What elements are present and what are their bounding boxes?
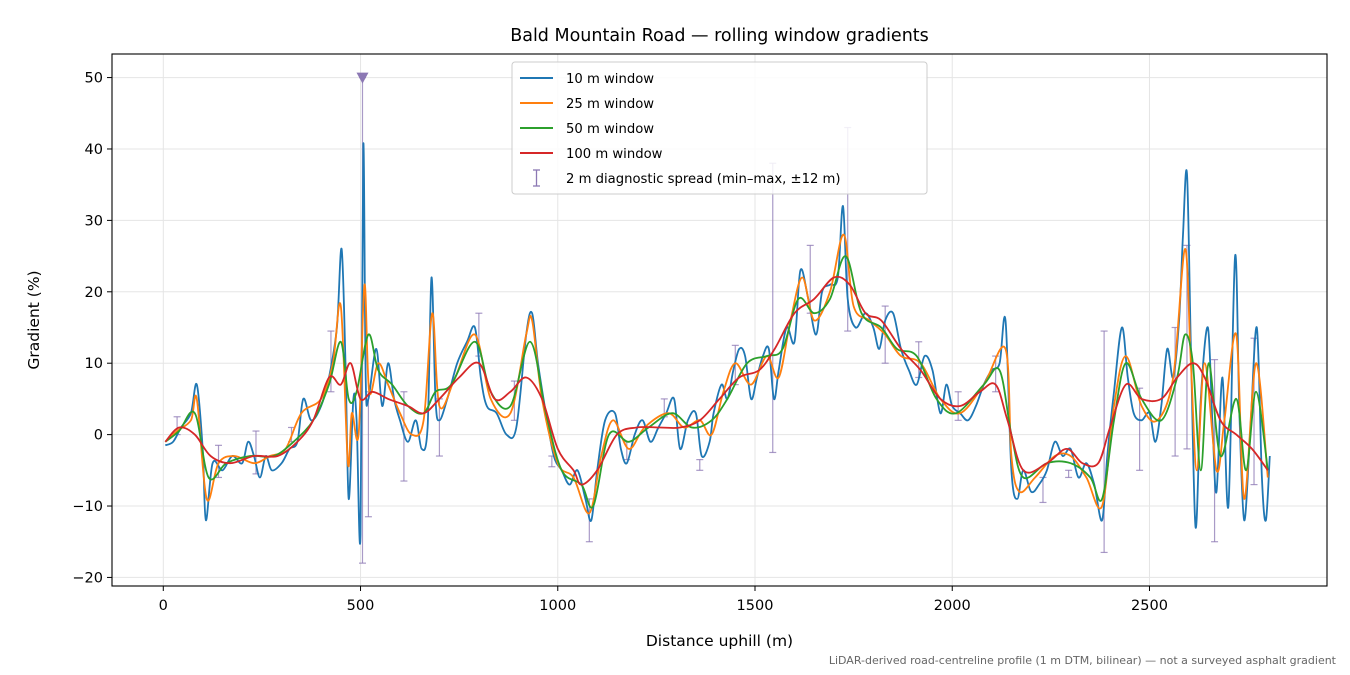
series-line-2 xyxy=(164,233,1269,515)
x-tick-label: 2000 xyxy=(934,598,971,614)
y-tick-label: 10 xyxy=(85,356,103,372)
x-axis-ticks: 0 500 1000 1500 2000 2500 xyxy=(159,586,1168,614)
data-source-note: LiDAR-derived road-centreline profile (1… xyxy=(829,654,1337,667)
legend: 10 m window 25 m window 50 m window 100 m w… xyxy=(511,61,928,195)
legend-label-diagnostic: 2 m diagnostic spread (min–max, ±12 m) xyxy=(566,172,841,187)
y-tick-label: 40 xyxy=(85,142,103,158)
y-axis-label: Gradient (%) xyxy=(25,270,43,369)
series-line-4 xyxy=(164,275,1269,486)
diagnostic-errorbar xyxy=(992,355,1000,393)
series-line-3 xyxy=(164,255,1269,509)
x-tick-label: 500 xyxy=(347,598,375,614)
chart-title: Bald Mountain Road — rolling window grad… xyxy=(510,26,929,46)
legend-label-2: 25 m window xyxy=(566,97,654,112)
diagnostic-errorbar xyxy=(1065,469,1073,479)
legend-label-3: 50 m window xyxy=(566,122,654,137)
x-tick-label: 0 xyxy=(159,598,168,614)
diagnostic-errorbar xyxy=(769,162,777,454)
y-tick-label: 20 xyxy=(85,285,103,301)
legend-box xyxy=(511,61,928,195)
x-tick-label: 1000 xyxy=(539,598,576,614)
y-tick-label: 50 xyxy=(85,71,103,87)
diagnostic-errorbar xyxy=(696,459,704,471)
diagnostic-errorbar xyxy=(327,330,335,393)
y-tick-label: −20 xyxy=(72,570,103,586)
legend-label-1: 10 m window xyxy=(566,72,654,87)
x-tick-label: 1500 xyxy=(737,598,774,614)
y-tick-label: −10 xyxy=(72,499,103,515)
y-axis-ticks: −20 −10 0 10 20 30 40 50 xyxy=(72,71,112,586)
y-tick-label: 0 xyxy=(94,428,103,444)
x-tick-label: 2500 xyxy=(1131,598,1168,614)
diagnostic-errorbar xyxy=(364,391,372,518)
y-tick-label: 30 xyxy=(85,213,103,229)
diagnostic-errorbar xyxy=(1100,330,1108,554)
legend-label-4: 100 m window xyxy=(566,147,663,162)
plot-frame xyxy=(111,53,1328,587)
plot-area xyxy=(164,72,1271,564)
x-axis-label: Distance uphill (m) xyxy=(646,632,793,650)
clipped-value-marker xyxy=(356,72,369,84)
